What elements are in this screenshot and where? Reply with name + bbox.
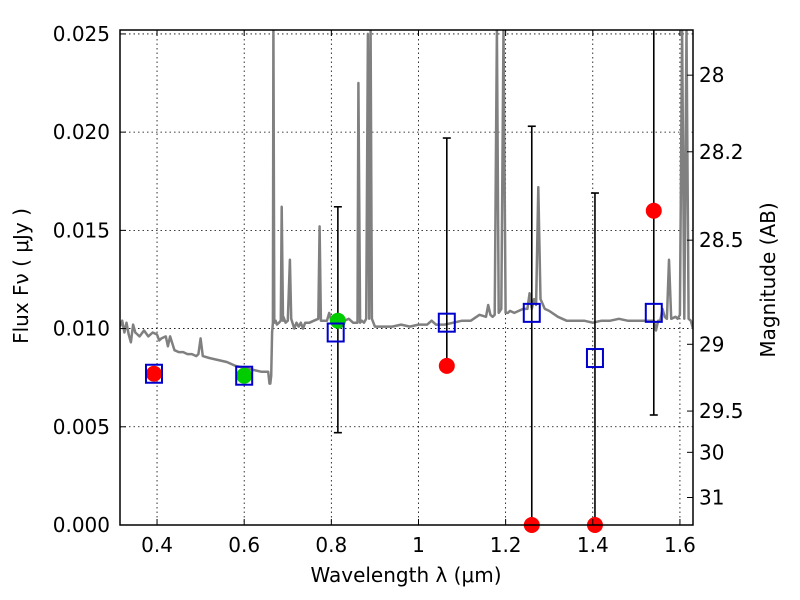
x-tick-label: 1.2	[490, 533, 522, 557]
model-photometry-point	[326, 322, 345, 343]
right-tick-label: 28.2	[699, 140, 744, 164]
y-tick-label: 0.020	[53, 120, 110, 144]
y-tick-label: 0.000	[53, 513, 110, 537]
model-photometry-point	[522, 302, 541, 323]
model-photometry-point	[144, 363, 163, 384]
right-tick-label: 29.5	[699, 399, 744, 423]
x-tick-label: 1.4	[577, 533, 609, 557]
x-tick-label: 1	[412, 533, 425, 557]
spectrum-line	[120, 30, 693, 385]
observed-flux-point	[438, 357, 455, 374]
right-tick-label: 28	[699, 63, 724, 87]
x-axis-label: Wavelength λ (μm)	[310, 563, 501, 587]
x-tick-label: 1.6	[664, 533, 696, 557]
model-photometry-point	[235, 365, 254, 386]
spectrum-series	[120, 30, 693, 385]
y-tick-label: 0.025	[53, 22, 110, 46]
right-axis-label: Magnitude (AB)	[756, 202, 780, 357]
detected-flux-point	[236, 367, 253, 384]
data-markers	[144, 202, 663, 533]
observed-flux-point	[145, 365, 162, 382]
observed-flux-point	[645, 202, 662, 219]
model-photometry-point	[585, 348, 604, 369]
model-photometry-point	[644, 302, 663, 323]
y-axis-ticks: 0.000 0.005 0.010 0.015 0.020 0.025	[53, 22, 126, 537]
right-axis-ticks: 28 28.2 28.5 29 29.5 30 31	[687, 63, 744, 510]
right-tick-label: 29	[699, 332, 724, 356]
detected-flux-point	[329, 312, 346, 329]
x-axis-ticks: 0.4 0.6 0.8 1 1.2 1.4 1.6	[141, 30, 696, 557]
plot-area-frame	[119, 29, 694, 526]
model-photometry-point	[437, 312, 456, 333]
x-tick-label: 0.6	[228, 533, 260, 557]
y-tick-label: 0.015	[53, 218, 110, 242]
y-tick-label: 0.010	[53, 317, 110, 341]
error-bars	[333, 30, 658, 525]
right-tick-label: 31	[699, 486, 724, 510]
x-tick-label: 0.4	[141, 533, 173, 557]
y-axis-label: Flux Fν ( μJy )	[9, 208, 33, 344]
x-tick-label: 0.8	[315, 533, 347, 557]
right-tick-label: 30	[699, 440, 724, 464]
right-tick-label: 28.5	[699, 228, 744, 252]
y-tick-label: 0.005	[53, 415, 110, 439]
